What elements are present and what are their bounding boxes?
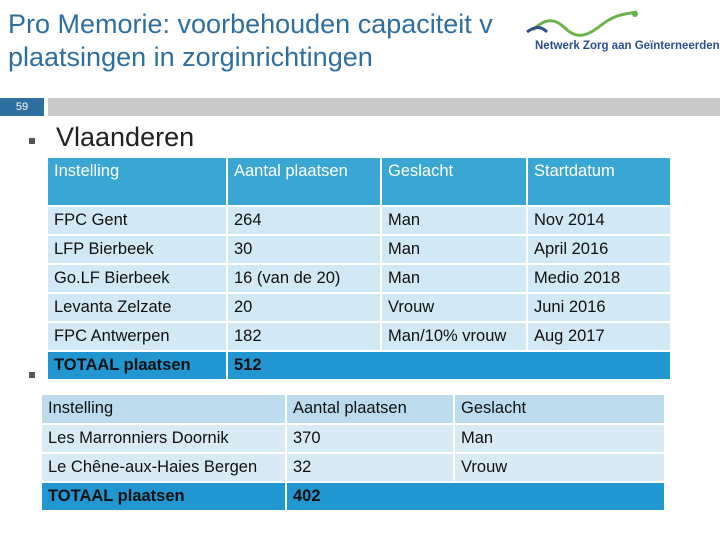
table-cell: 512 xyxy=(228,352,672,381)
table-cell: Aantal plaatsen xyxy=(228,158,382,207)
table-cell: Vrouw xyxy=(455,454,666,483)
title: Pro Memorie: voorbehouden capaciteit v pl… xyxy=(8,8,523,74)
table-cell: 402 xyxy=(287,483,666,512)
table-cell: TOTAAL plaatsen xyxy=(48,352,228,381)
table-cell: Geslacht xyxy=(455,395,666,425)
table-cell: 30 xyxy=(228,236,382,265)
table-cell: Nov 2014 xyxy=(528,207,672,236)
table-cell: Man xyxy=(382,207,528,236)
table-cell: Juni 2016 xyxy=(528,294,672,323)
table-cell: 20 xyxy=(228,294,382,323)
number-bar xyxy=(48,98,720,116)
table-cell: Geslacht xyxy=(382,158,528,207)
bullet xyxy=(29,138,35,144)
table-cell: Les Marronniers Doornik xyxy=(42,425,287,454)
table-cell: TOTAAL plaatsen xyxy=(42,483,287,512)
table-cell: 370 xyxy=(287,425,455,454)
title-line: plaatsingen in zorginrichtingen xyxy=(8,42,373,72)
table-cell: 182 xyxy=(228,323,382,352)
table-cell: 16 (van de 20) xyxy=(228,265,382,294)
table-cell: Instelling xyxy=(42,395,287,425)
title-line: Pro Memorie: voorbehouden capaciteit v xyxy=(8,9,493,39)
table-cell: FPC Antwerpen xyxy=(48,323,228,352)
table-cell: Instelling xyxy=(48,158,228,207)
table-cell: Le Chêne-aux-Haies Bergen xyxy=(42,454,287,483)
table-cell: Man xyxy=(382,236,528,265)
table-cell: LFP Bierbeek xyxy=(48,236,228,265)
table-cell: Vrouw xyxy=(382,294,528,323)
table-cell: 32 xyxy=(287,454,455,483)
table-cell: Levanta Zelzate xyxy=(48,294,228,323)
bullet xyxy=(29,372,35,378)
logo-swoosh xyxy=(526,10,638,37)
table-cell: Man xyxy=(382,265,528,294)
bullet-text: Vlaanderen xyxy=(56,122,195,152)
logo-text: Netwerk Zorg aan Geïnterneerden xyxy=(535,40,720,52)
table-cell: Aantal plaatsen xyxy=(287,395,455,425)
table-cell: Startdatum xyxy=(528,158,672,207)
table-cell: Go.LF Bierbeek xyxy=(48,265,228,294)
table-cell: 264 xyxy=(228,207,382,236)
table-cell: Man xyxy=(455,425,666,454)
table-cell: Aug 2017 xyxy=(528,323,672,352)
table-cell: FPC Gent xyxy=(48,207,228,236)
table-cell: April 2016 xyxy=(528,236,672,265)
slide-number: 59 xyxy=(0,98,44,116)
table-cell: Medio 2018 xyxy=(528,265,672,294)
table-cell: Man/10% vrouw xyxy=(382,323,528,352)
